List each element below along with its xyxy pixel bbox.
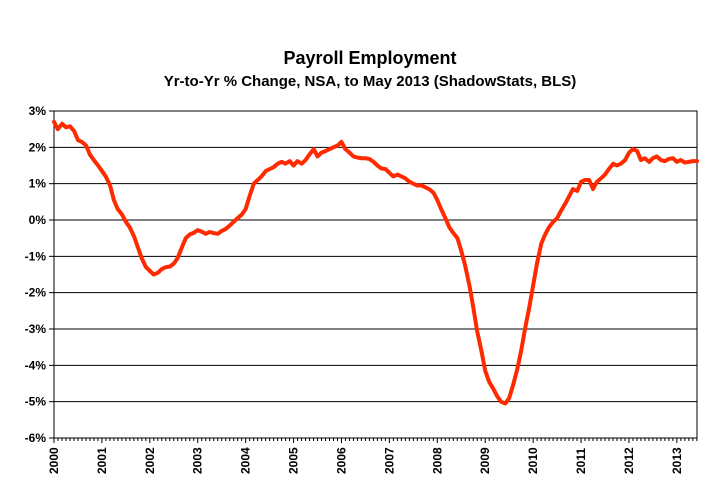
- x-tick-label: 2009: [478, 447, 492, 474]
- x-axis-ticks: [53, 438, 698, 443]
- x-tick-label: 2000: [47, 447, 61, 474]
- x-axis-labels: 2000 2001 2002 2003 2004 2005 2006 2007 2008 2009…: [47, 447, 684, 474]
- x-tick-label: 2001: [95, 447, 109, 474]
- chart-subtitle: Yr-to-Yr % Change, NSA, to May 2013 (Sha…: [164, 73, 577, 90]
- y-tick-label: 3%: [29, 104, 47, 118]
- y-tick-label: -5%: [25, 395, 47, 409]
- y-axis-labels: 3% 2% 1% 0% -1% -2% -3% -4% -5% -6%: [25, 104, 54, 445]
- x-tick-label: 2008: [430, 447, 444, 474]
- series-group: [52, 119, 699, 406]
- y-tick-label: -4%: [25, 358, 47, 372]
- y-tick-label: -3%: [25, 322, 47, 336]
- x-tick-label: 2005: [287, 447, 301, 474]
- x-tick-label: 2002: [143, 447, 157, 474]
- y-tick-label: 1%: [29, 177, 47, 191]
- x-tick-label: 2010: [526, 447, 540, 474]
- x-tick-label: 2004: [239, 447, 253, 474]
- x-tick-label: 2011: [574, 448, 588, 474]
- y-tick-label: -6%: [25, 431, 47, 445]
- x-tick-label: 2007: [382, 447, 396, 474]
- y-tick-label: -2%: [25, 286, 47, 300]
- y-tick-label: 2%: [29, 140, 47, 154]
- gridlines: [54, 146, 697, 403]
- chart-title: Payroll Employment: [283, 48, 456, 68]
- x-tick-label: 2013: [670, 447, 684, 474]
- plot-area: [53, 110, 698, 439]
- y-tick-label: -1%: [25, 249, 47, 263]
- y-tick-label: 0%: [29, 213, 47, 227]
- series-line: [52, 119, 699, 406]
- x-tick-label: 2012: [622, 447, 636, 474]
- x-tick-label: 2003: [191, 447, 205, 474]
- x-tick-label: 2006: [334, 447, 348, 474]
